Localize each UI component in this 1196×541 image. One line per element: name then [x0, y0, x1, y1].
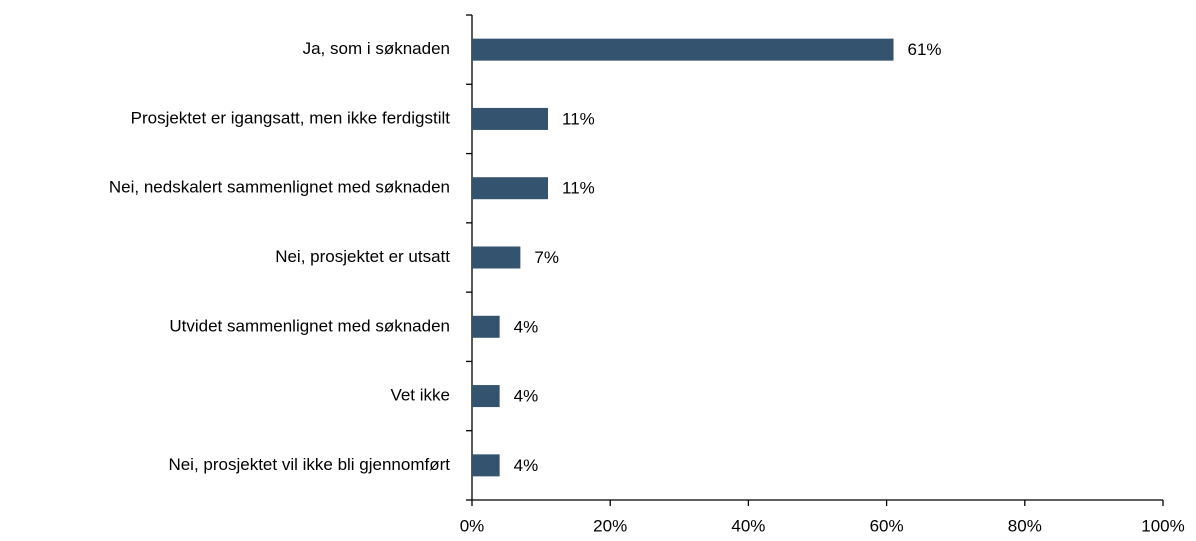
y-tick-label: Ja, som i søknaden — [303, 39, 450, 58]
bar — [472, 177, 549, 200]
y-tick-label: Nei, nedskalert sammenlignet med søknade… — [109, 178, 450, 197]
bar — [472, 385, 500, 408]
bar — [472, 315, 500, 338]
x-tick-label: 100% — [1141, 516, 1184, 535]
value-label: 4% — [514, 387, 539, 406]
value-label: 4% — [514, 317, 539, 336]
y-tick-label: Nei, prosjektet vil ikke bli gjennomført — [168, 455, 450, 474]
x-tick-label: 60% — [870, 516, 904, 535]
y-tick-label: Nei, prosjektet er utsatt — [275, 247, 450, 266]
x-tick-label: 40% — [731, 516, 765, 535]
value-label: 61% — [908, 40, 942, 59]
value-label: 11% — [562, 179, 595, 198]
bar — [472, 454, 500, 477]
x-tick-label: 20% — [593, 516, 627, 535]
bar — [472, 246, 521, 269]
value-label: 11% — [562, 109, 595, 128]
bar — [472, 107, 549, 130]
value-label: 7% — [534, 248, 559, 267]
y-tick-label: Utvidet sammenlignet med søknaden — [169, 316, 450, 335]
bar — [472, 38, 894, 61]
x-tick-label: 0% — [460, 516, 485, 535]
x-tick-label: 80% — [1008, 516, 1042, 535]
y-tick-label: Prosjektet er igangsatt, men ikke ferdig… — [131, 108, 451, 127]
value-label: 4% — [514, 456, 539, 475]
y-tick-label: Vet ikke — [390, 386, 450, 405]
